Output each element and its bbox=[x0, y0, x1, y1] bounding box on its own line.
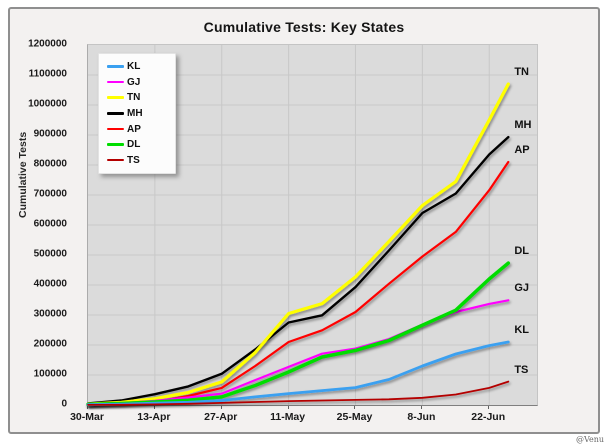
legend-swatch bbox=[107, 96, 124, 100]
series-line-KL bbox=[86, 340, 510, 407]
legend-item-DL: DL bbox=[107, 137, 169, 153]
legend-item-label: KL bbox=[127, 61, 141, 73]
x-tick-mark bbox=[220, 405, 222, 409]
legend-swatch bbox=[107, 128, 124, 131]
x-tick-label: 30-Mar bbox=[70, 411, 104, 423]
x-tick-label: 22-Jun bbox=[471, 411, 506, 423]
y-tick-label: 1000000 bbox=[28, 98, 67, 110]
y-tick-label: 300000 bbox=[33, 308, 67, 320]
series-end-label-DL: DL bbox=[514, 245, 529, 258]
legend-item-label: MH bbox=[127, 108, 143, 120]
legend: KL GJ TN MH AP DL TS bbox=[98, 53, 176, 175]
legend-swatch bbox=[107, 112, 124, 115]
gridlines bbox=[88, 45, 537, 405]
y-tick-label: 400000 bbox=[33, 278, 67, 290]
x-tick-label: 11-May bbox=[270, 411, 306, 423]
legend-item-label: GJ bbox=[127, 76, 141, 88]
y-tick-label: 0 bbox=[61, 398, 67, 410]
series-line-TN bbox=[86, 82, 510, 406]
chart-title: Cumulative Tests: Key States bbox=[203, 19, 405, 35]
x-tick-mark bbox=[421, 405, 423, 409]
x-tick-mark bbox=[87, 405, 88, 409]
x-tick-label: 13-Apr bbox=[137, 411, 171, 423]
series-end-label-TS: TS bbox=[514, 363, 529, 376]
legend-item-TS: TS bbox=[107, 153, 169, 169]
series-line-MH bbox=[86, 135, 510, 405]
y-tick-label: 1200000 bbox=[28, 38, 67, 50]
series-line-DL bbox=[86, 261, 511, 407]
series-lines bbox=[86, 82, 511, 407]
x-tick-mark bbox=[153, 405, 155, 409]
watermark: @Venu bbox=[576, 435, 605, 444]
x-tick-label: 27-Apr bbox=[204, 411, 238, 423]
legend-item-TN: TN bbox=[107, 90, 169, 106]
x-tick-mark bbox=[354, 405, 356, 409]
plot-area: @Venu bbox=[86, 44, 604, 444]
legend-item-label: TS bbox=[127, 154, 140, 166]
series-line-TS bbox=[87, 380, 510, 406]
legend-item-label: DL bbox=[127, 139, 141, 151]
y-tick-label: 100000 bbox=[33, 368, 67, 380]
y-axis-title: Cumulative Tests bbox=[17, 131, 29, 218]
legend-item-GJ: GJ bbox=[107, 75, 169, 91]
x-tick-label: 8-Jun bbox=[407, 411, 436, 423]
legend-item-MH: MH bbox=[107, 106, 169, 122]
y-tick-label: 500000 bbox=[33, 248, 67, 260]
y-tick-label: 600000 bbox=[33, 218, 67, 230]
legend-item-label: TN bbox=[127, 92, 141, 104]
series-end-label-AP: AP bbox=[514, 144, 530, 156]
x-tick-mark bbox=[287, 405, 289, 409]
y-tick-label: 900000 bbox=[33, 128, 67, 140]
y-tick-label: 800000 bbox=[33, 158, 67, 170]
chart-frame: Cumulative Tests: Key States Cumulative … bbox=[8, 7, 604, 444]
series-end-label-GJ: GJ bbox=[514, 282, 530, 295]
series-end-label-MH: MH bbox=[514, 119, 532, 132]
x-tick-mark bbox=[488, 405, 490, 409]
y-tick-label: 700000 bbox=[33, 188, 67, 200]
legend-swatch bbox=[107, 159, 124, 162]
series-end-label-TN: TN bbox=[514, 66, 529, 78]
legend-item-KL: KL bbox=[107, 59, 169, 75]
y-tick-label: 1100000 bbox=[28, 68, 67, 80]
series-end-label-KL: KL bbox=[514, 324, 529, 336]
legend-item-label: AP bbox=[127, 123, 141, 135]
y-tick-label: 200000 bbox=[33, 338, 67, 350]
legend-item-AP: AP bbox=[107, 121, 169, 137]
legend-swatch bbox=[107, 81, 124, 84]
x-tick-label: 25-May bbox=[336, 411, 373, 423]
legend-swatch bbox=[107, 143, 124, 147]
legend-swatch bbox=[107, 65, 124, 69]
